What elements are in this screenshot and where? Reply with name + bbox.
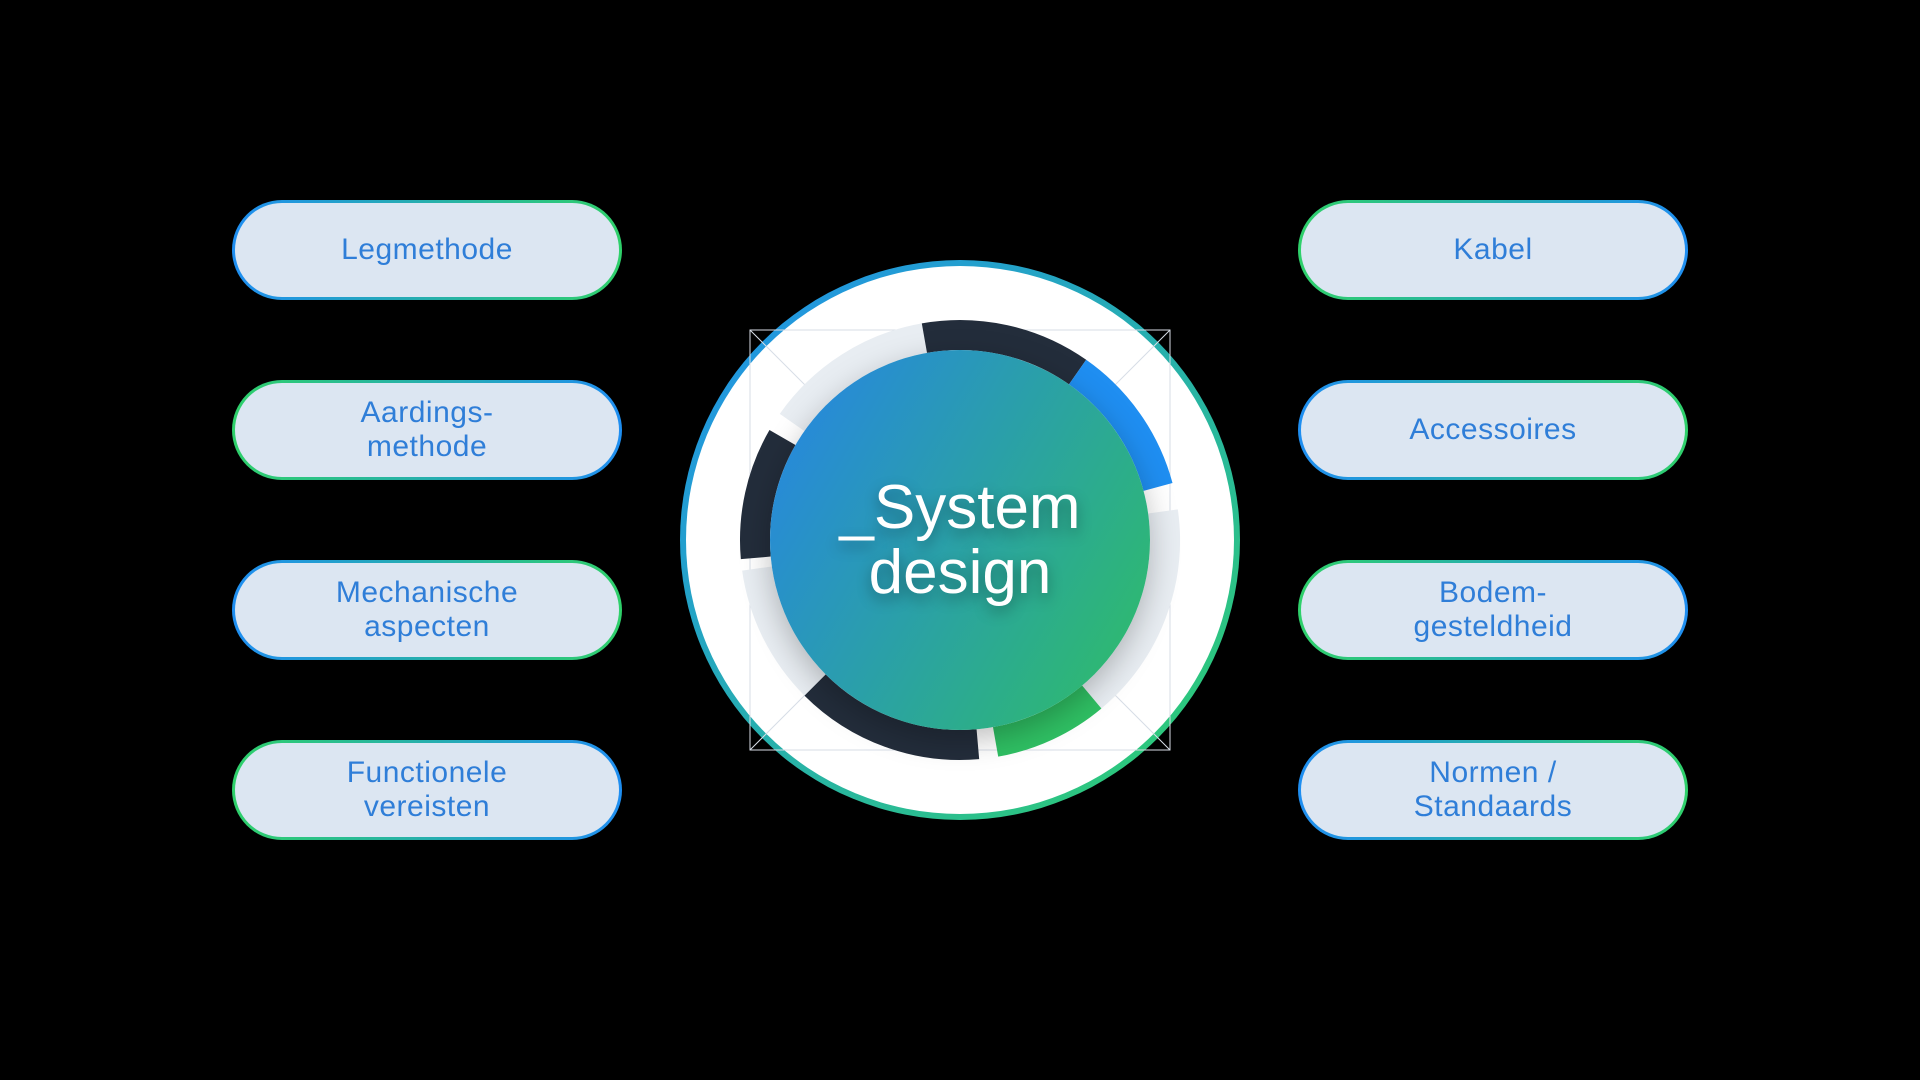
diagram-stage: Legmethode Aardings- methode Mechanische… [192,140,1728,940]
pill-label: Mechanische aspecten [336,576,518,645]
pill-label: Accessoires [1409,413,1576,448]
pill-label: Aardings- methode [361,396,494,465]
center-title: _System design [839,475,1080,605]
pill-legmethode: Legmethode [232,200,622,300]
pill-label: Legmethode [341,233,513,268]
pill-kabel: Kabel [1298,200,1688,300]
center-emblem: _System design [680,260,1240,820]
pill-label: Bodem- gesteldheid [1414,576,1573,645]
pill-mechanische-aspecten: Mechanische aspecten [232,560,622,660]
pill-label: Functionele vereisten [347,756,508,825]
pill-label: Kabel [1453,233,1532,268]
pill-normen-standaards: Normen / Standaards [1298,740,1688,840]
pill-accessoires: Accessoires [1298,380,1688,480]
pill-bodemgesteldheid: Bodem- gesteldheid [1298,560,1688,660]
pill-label: Normen / Standaards [1414,756,1572,825]
inner-disc: _System design [770,350,1150,730]
pill-aardingsmethode: Aardings- methode [232,380,622,480]
pill-functionele-vereisten: Functionele vereisten [232,740,622,840]
